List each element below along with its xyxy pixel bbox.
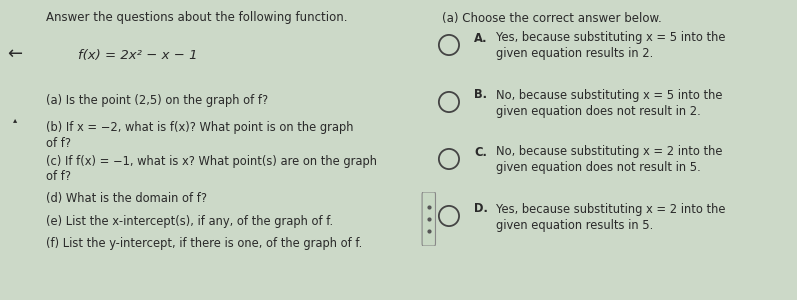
Text: Yes, because substituting x = 5 into the
given equation results in 2.: Yes, because substituting x = 5 into the… bbox=[496, 32, 725, 61]
Text: ←: ← bbox=[8, 45, 22, 63]
Text: ▴: ▴ bbox=[13, 116, 18, 124]
Text: A.: A. bbox=[474, 32, 488, 44]
Text: Yes, because substituting x = 2 into the
given equation results in 5.: Yes, because substituting x = 2 into the… bbox=[496, 202, 725, 232]
Text: (b) If x = −2, what is f(x)? What point is on the graph
of f?: (b) If x = −2, what is f(x)? What point … bbox=[46, 122, 354, 150]
Text: f(x) = 2x² − x − 1: f(x) = 2x² − x − 1 bbox=[78, 50, 198, 62]
Text: No, because substituting x = 5 into the
given equation does not result in 2.: No, because substituting x = 5 into the … bbox=[496, 88, 723, 118]
Text: (c) If f(x) = −1, what is x? What point(s) are on the graph
of f?: (c) If f(x) = −1, what is x? What point(… bbox=[46, 154, 377, 183]
Text: Answer the questions about the following function.: Answer the questions about the following… bbox=[46, 11, 347, 23]
Text: (e) List the x-intercept(s), if any, of the graph of f.: (e) List the x-intercept(s), if any, of … bbox=[46, 214, 333, 227]
Text: C.: C. bbox=[474, 146, 487, 158]
Text: (f) List the y-intercept, if there is one, of the graph of f.: (f) List the y-intercept, if there is on… bbox=[46, 237, 363, 250]
FancyBboxPatch shape bbox=[422, 192, 435, 246]
Text: D.: D. bbox=[474, 202, 488, 215]
Text: (a) Choose the correct answer below.: (a) Choose the correct answer below. bbox=[442, 12, 662, 25]
Text: B.: B. bbox=[474, 88, 487, 101]
Text: (a) Is the point (2,5) on the graph of f?: (a) Is the point (2,5) on the graph of f… bbox=[46, 94, 269, 107]
Text: (d) What is the domain of f?: (d) What is the domain of f? bbox=[46, 192, 207, 205]
Text: No, because substituting x = 2 into the
given equation does not result in 5.: No, because substituting x = 2 into the … bbox=[496, 146, 723, 175]
